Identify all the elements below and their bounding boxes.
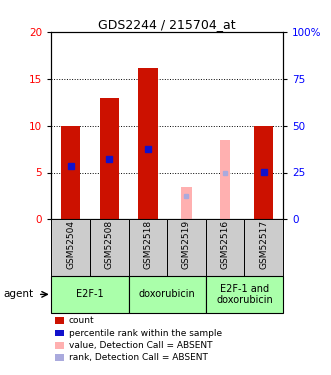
Bar (244, 219, 283, 276)
Bar (51, 276, 128, 313)
Bar (220, 140, 230, 219)
Bar (61, 126, 80, 219)
Text: E2F-1: E2F-1 (76, 290, 104, 299)
Bar (51, 219, 90, 276)
Text: rank, Detection Call = ABSENT: rank, Detection Call = ABSENT (69, 353, 208, 362)
Text: GSM52516: GSM52516 (220, 220, 230, 269)
Text: count: count (69, 316, 94, 325)
Text: GSM52518: GSM52518 (143, 220, 152, 269)
Text: E2F-1 and
doxorubicin: E2F-1 and doxorubicin (216, 284, 273, 305)
Text: percentile rank within the sample: percentile rank within the sample (69, 328, 222, 338)
Text: doxorubicin: doxorubicin (139, 290, 196, 299)
Bar (90, 219, 128, 276)
Text: GSM52508: GSM52508 (105, 220, 114, 269)
Text: value, Detection Call = ABSENT: value, Detection Call = ABSENT (69, 341, 213, 350)
Bar (128, 276, 206, 313)
Bar (138, 68, 158, 219)
Bar (206, 276, 283, 313)
Text: GSM52519: GSM52519 (182, 220, 191, 269)
Text: agent: agent (3, 290, 33, 299)
Text: GSM52517: GSM52517 (259, 220, 268, 269)
Bar (100, 98, 119, 219)
Bar (254, 126, 273, 219)
Bar (181, 187, 192, 219)
Bar (128, 219, 167, 276)
Title: GDS2244 / 215704_at: GDS2244 / 215704_at (98, 18, 236, 31)
Text: GSM52504: GSM52504 (66, 220, 75, 269)
Bar (206, 219, 244, 276)
Bar (167, 219, 206, 276)
